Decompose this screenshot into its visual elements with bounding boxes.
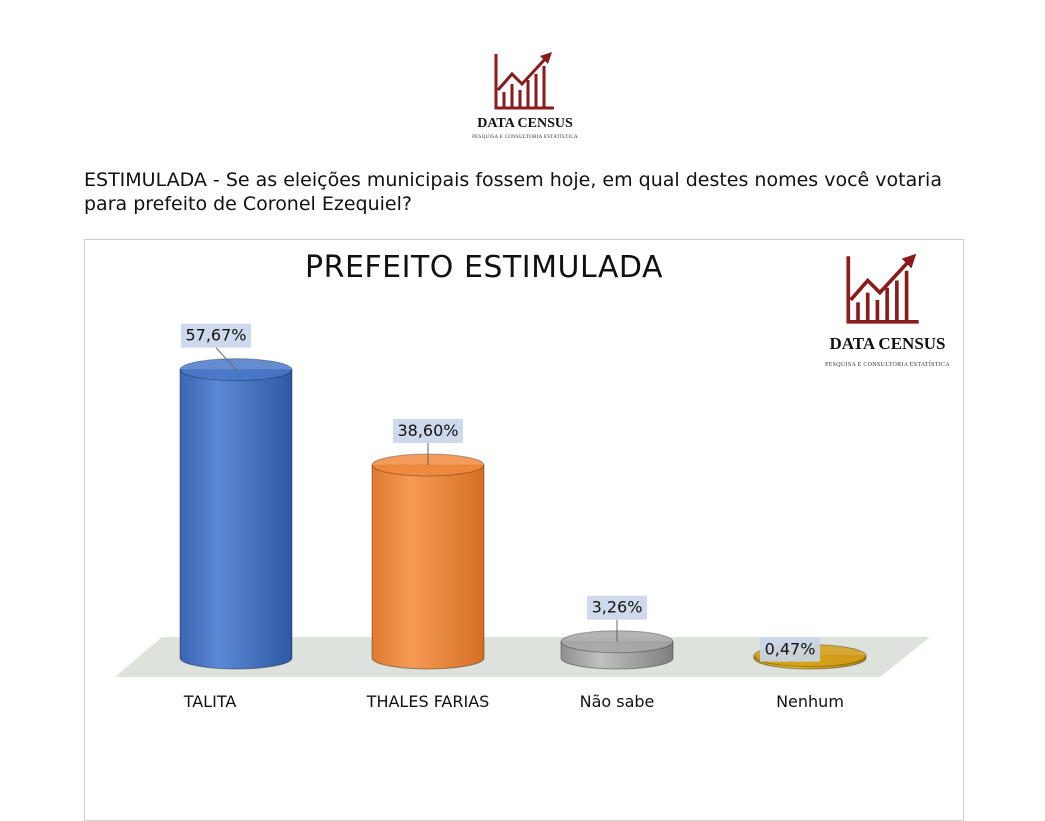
header-logo: DATA CENSUS PESQUISA E CONSULTORIA ESTAT… [470, 50, 580, 150]
data-label-2: 38,60% [393, 419, 463, 465]
category-label: Não sabe [580, 692, 655, 711]
brand-tagline: PESQUISA E CONSULTORIA ESTATÍSTICA [825, 362, 950, 368]
value-label: 38,60% [397, 421, 458, 440]
category-label: Nenhum [776, 692, 844, 711]
bar-2 [371, 453, 485, 670]
brand-name: DATA CENSUS [477, 116, 573, 131]
value-label: 0,47% [765, 640, 816, 659]
brand-tagline: PESQUISA E CONSULTORIA ESTATÍSTICA [472, 135, 578, 140]
value-label: 57,67% [185, 326, 246, 345]
growth-chart-icon [846, 253, 919, 324]
category-label: TALITA [183, 692, 237, 711]
data-label-1: 57,67% [181, 323, 251, 370]
brand-name: DATA CENSUS [829, 334, 946, 353]
data-label-4: 0,47% [760, 637, 820, 663]
chart-floor [115, 637, 930, 677]
category-label: THALES FARIAS [366, 692, 490, 711]
growth-chart-icon [494, 52, 554, 110]
question-text: ESTIMULADA - Se as eleições municipais f… [84, 169, 942, 215]
data-label-3: 3,26% [587, 595, 647, 642]
bar-1 [179, 358, 293, 670]
chart-title: PREFEITO ESTIMULADA [305, 250, 663, 285]
chart-logo: DATA CENSUS PESQUISA E CONSULTORIA ESTAT… [815, 250, 960, 375]
value-label: 3,26% [592, 598, 643, 617]
